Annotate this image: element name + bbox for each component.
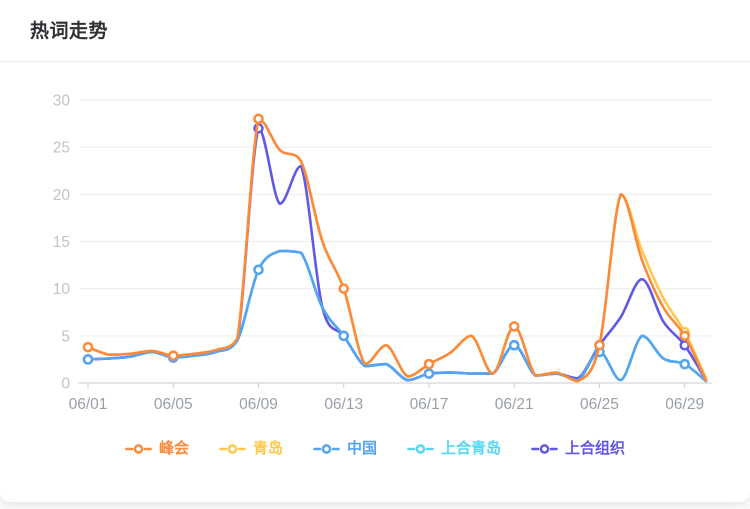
data-point-marker-zhongguo [423,368,435,379]
data-point-marker-zhongguo [82,354,94,365]
data-point-marker-qingdao [338,283,349,294]
data-point-marker-shanghe-zuzhi [679,340,690,351]
series-shanghe-zuzhi [82,123,708,382]
y-axis-label: 0 [61,376,70,393]
data-point-marker-zhongguo [167,352,179,363]
data-point-marker-qingdao [82,341,94,353]
y-axis-label: 20 [53,187,71,204]
data-point-marker-shanghe-zuzhi [338,330,349,342]
data-point-marker-shanghe-qingdao [679,358,690,370]
series-qingdao [82,113,708,383]
data-point-marker-shanghe-qingdao [82,354,94,365]
data-point-marker-qingdao [679,326,690,338]
data-point-marker-shanghe-zuzhi [508,340,520,351]
data-point-marker-fenghui [253,113,264,125]
data-point-marker-shanghe-zuzhi [82,354,94,365]
data-point-marker-qingdao [594,340,605,351]
data-point-marker-qingdao [423,358,435,370]
series-line-zhongguo [86,249,708,383]
y-axis-label: 15 [53,234,70,251]
data-point-marker-shanghe-zuzhi [423,368,435,379]
data-point-marker-fenghui [423,358,435,370]
x-axis-label: 06/13 [324,396,363,413]
legend-line-marker-icon [219,443,246,454]
series-fenghui [82,113,708,383]
legend-item-shanghe-zuzhi[interactable]: 上合组织 [531,441,625,456]
series-line-qingdao [86,117,708,383]
data-point-marker-shanghe-qingdao [167,352,179,363]
y-axis-label: 10 [53,281,71,298]
x-axis-label: 06/01 [69,396,108,413]
x-axis-label: 06/25 [580,396,619,413]
data-point-marker-fenghui [338,283,349,294]
data-point-marker-shanghe-zuzhi [594,340,605,351]
legend-label: 青岛 [252,440,283,457]
data-point-marker-qingdao [167,350,179,361]
x-axis-label: 06/05 [154,396,193,413]
legend-item-qingdao[interactable]: 青岛 [219,441,283,456]
data-point-marker-shanghe-qingdao [253,264,264,276]
data-point-marker-shanghe-qingdao [338,330,349,342]
data-point-marker-zhongguo [508,340,520,351]
trend-chart: 0 5 10 15 20 25 30 06/01 06/05 06/09 06/13 06/17 06/… [53,93,712,413]
legend-item-shanghe-qingdao[interactable]: 上合青岛 [407,441,501,456]
x-axis-label: 06/29 [665,396,704,413]
divider [0,61,750,62]
data-point-marker-fenghui [594,340,605,351]
data-point-marker-zhongguo [338,330,349,342]
data-point-marker-zhongguo [594,346,605,358]
legend-line-marker-icon [313,443,340,454]
y-axis-label: 5 [61,328,70,345]
x-axis-label: 06/21 [495,396,534,413]
series-line-shanghe-qingdao [86,249,708,383]
legend-item-zhongguo[interactable]: 中国 [313,441,377,456]
series-zhongguo [82,249,708,383]
legend-label: 峰会 [158,440,189,457]
data-point-marker-qingdao [508,321,520,332]
data-point-marker-fenghui [167,350,179,361]
data-point-marker-fenghui [508,321,520,332]
data-point-marker-shanghe-qingdao [594,346,605,358]
legend-label: 上合组织 [565,440,626,457]
chart-legend: 峰会 青岛 中国 上合青岛 上合组织 [0,441,750,456]
data-point-marker-zhongguo [679,358,690,370]
data-point-marker-shanghe-zuzhi [253,123,264,134]
legend-label: 中国 [346,440,377,457]
data-point-marker-zhongguo [253,264,264,276]
y-axis-label: 30 [53,93,71,110]
data-point-marker-shanghe-qingdao [423,368,435,379]
legend-line-marker-icon [407,443,434,454]
legend-item-fenghui[interactable]: 峰会 [125,441,189,456]
legend-label: 上合青岛 [441,440,502,457]
series-line-shanghe-zuzhi [86,127,708,382]
data-point-marker-shanghe-qingdao [508,340,520,351]
legend-line-marker-icon [125,443,152,454]
y-axis-label: 25 [53,140,70,157]
x-axis-label: 06/17 [410,396,449,413]
data-point-marker-qingdao [253,113,264,125]
series-shanghe-qingdao [82,249,708,383]
page-title: 热词走势 [30,21,109,42]
series-line-fenghui [86,117,708,383]
x-axis-label: 06/09 [239,396,278,413]
data-point-marker-fenghui [82,341,94,353]
data-point-marker-fenghui [679,330,690,342]
data-point-marker-shanghe-zuzhi [167,352,179,363]
legend-line-marker-icon [531,443,558,454]
